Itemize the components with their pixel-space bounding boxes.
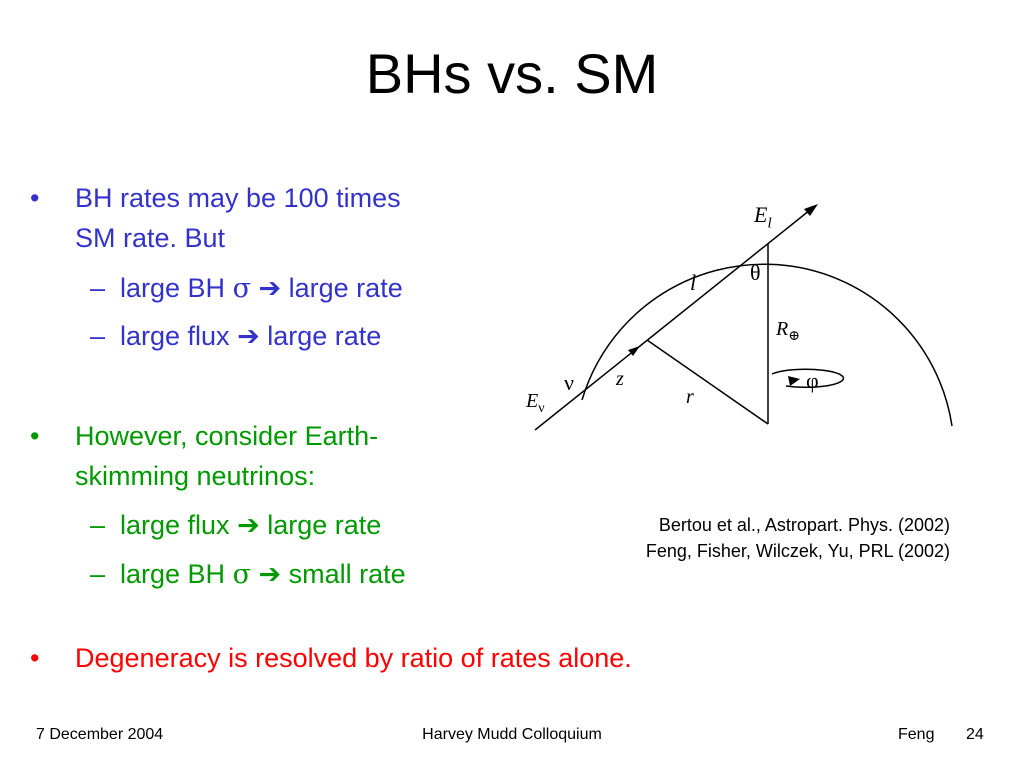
bullet-mark: • [30, 183, 40, 213]
bullet-mark: • [30, 643, 40, 673]
label-z: z [616, 368, 624, 390]
subbullet-text: large BH σ ➔ small rate [120, 554, 406, 595]
label-r: r [686, 386, 694, 408]
bullet-2-line-1: However, consider Earth- [75, 421, 379, 451]
arrow-right-icon: ➔ [237, 321, 260, 352]
footer-author: Feng [898, 726, 935, 743]
sub-after: large rate [281, 273, 403, 303]
citation-line-2: Feng, Fisher, Wilczek, Yu, PRL (2002) [645, 541, 950, 561]
label-l: l [690, 270, 697, 295]
sub-after: large rate [259, 321, 382, 351]
trajectory-arrowhead-top [804, 204, 818, 216]
sub-after: large rate [259, 510, 382, 540]
sub-before: large BH [120, 273, 233, 303]
label-phi: φ [806, 368, 819, 393]
subbullet-text: large flux ➔ large rate [120, 505, 381, 546]
footer-date: 7 December 2004 [36, 726, 164, 743]
trajectory-line [534, 209, 811, 431]
citation-line-1: Bertou et al., Astropart. Phys. (2002) [658, 515, 950, 535]
sub-before: large flux [120, 510, 238, 540]
sub-dash: – [90, 559, 106, 589]
phi-rotation-arc [771, 368, 845, 389]
arrow-right-icon: ➔ [237, 510, 260, 541]
bullet-2-line-2: skimming neutrinos: [75, 461, 316, 491]
bullet-3-line-1: Degeneracy is resolved by ratio of rates… [75, 643, 632, 673]
earth-arc [581, 263, 953, 427]
diagram-svg [534, 204, 953, 431]
earth-skimming-diagram: El θ l R⊕ ν z φ Eν r [520, 190, 960, 440]
bullet-1-line-1: BH rates may be 100 times [75, 183, 401, 213]
label-R-earth: R⊕ [776, 318, 800, 344]
label-theta: θ [750, 260, 761, 285]
label-E-l: El [754, 202, 772, 232]
sigma-symbol: σ [232, 559, 251, 590]
sigma-symbol: σ [232, 273, 251, 304]
footer-page-number: 24 [966, 726, 984, 743]
label-nu: ν [564, 370, 574, 395]
bullet-mark: • [30, 421, 40, 451]
trajectory-arrowhead-mid [628, 346, 640, 356]
bullet-1-line-2: SM rate. But [75, 223, 226, 253]
label-E-nu: Eν [526, 390, 545, 416]
arrow-right-icon: ➔ [258, 559, 282, 590]
phi-arrowhead [788, 376, 800, 386]
citation-block: Bertou et al., Astropart. Phys. (2002) F… [646, 512, 950, 564]
sub-before: large BH [120, 559, 233, 589]
slide-title: BHs vs. SM [365, 42, 659, 105]
sub-after: small rate [281, 559, 406, 589]
arrow-right-icon: ➔ [258, 273, 282, 304]
sub-dash: – [90, 321, 106, 351]
sub-dash: – [90, 510, 106, 540]
subbullet-text: large BH σ ➔ large rate [120, 268, 403, 309]
footer-venue: Harvey Mudd Colloquium [422, 726, 602, 743]
sub-before: large flux [120, 321, 238, 351]
subbullet-text: large flux ➔ large rate [120, 316, 381, 357]
r-line [646, 339, 769, 425]
sub-dash: – [90, 273, 106, 303]
